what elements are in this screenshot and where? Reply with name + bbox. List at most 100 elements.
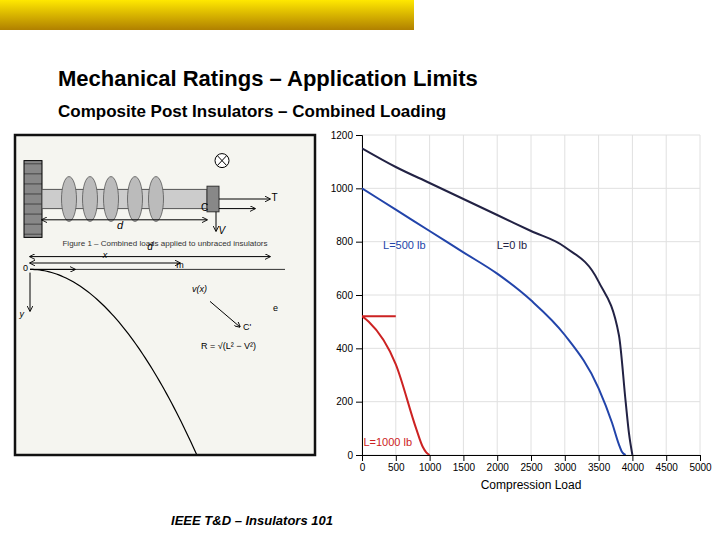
insulator-shed (104, 177, 119, 222)
insulator-shed (128, 177, 143, 222)
x-tick-mark (599, 455, 600, 461)
y-tick-label: 800 (336, 236, 353, 247)
wall-hatch (24, 183, 42, 184)
x-tick: 0 (360, 455, 366, 473)
schematic-arrow (216, 212, 217, 231)
torque-cross (218, 156, 227, 166)
y-tick-mark (356, 348, 362, 349)
insulator-shed (83, 177, 98, 222)
x-tick: 500 (388, 455, 405, 473)
schematic-background (15, 135, 315, 455)
x-tick-label: 2500 (520, 462, 543, 473)
end-cap (207, 186, 219, 212)
x-tick: 2500 (520, 455, 543, 473)
header-bar (0, 0, 414, 30)
title: Mechanical Ratings – Application Limits (58, 66, 478, 91)
x-tick: 1000 (419, 455, 442, 473)
series-label: L=1000 lb (363, 436, 412, 448)
grid-line (362, 401, 700, 402)
annotation: T (272, 192, 278, 203)
y-tick-mark (356, 188, 362, 189)
x-tick: 4500 (656, 455, 679, 473)
y-axis: 020040060080010001200 (331, 130, 363, 461)
subtitle: Composite Post Insulators – Combined Loa… (58, 102, 446, 121)
reference-line (30, 269, 285, 270)
x-tick-mark (666, 455, 667, 461)
y-tick-mark (356, 242, 362, 243)
y-tick: 1200 (331, 130, 362, 141)
torque-symbol (215, 154, 229, 168)
x-tick-label: 1500 (453, 462, 476, 473)
torque-cross (218, 156, 227, 166)
series-line (362, 148, 632, 455)
series-label: L=0 lb (497, 239, 527, 251)
x-tick-mark (531, 455, 532, 461)
schematic-border (15, 135, 315, 455)
annotation: C (201, 202, 208, 213)
x-tick-label: 0 (360, 462, 366, 473)
y-tick-mark (356, 135, 362, 136)
x-tick-mark (430, 455, 431, 461)
wall-hatch (24, 173, 42, 174)
annotation: 0 (23, 263, 28, 273)
x-tick: 2000 (487, 455, 510, 473)
y-tick: 200 (336, 396, 362, 407)
schematic-arrow (30, 263, 180, 264)
annotation: d (147, 241, 153, 252)
y-tick: 0 (347, 450, 362, 461)
x-axis-line (363, 456, 701, 462)
schematic-labels: TCVdFigure 1 – Combined loads applied to… (19, 192, 279, 351)
y-tick-mark (356, 402, 362, 403)
schematic-arrow (42, 219, 207, 220)
x-tick-mark (565, 455, 566, 461)
annotation: d (117, 219, 124, 231)
plot-area (362, 148, 632, 455)
deflected-beam (30, 269, 270, 455)
x-tick: 1500 (453, 455, 476, 473)
x-tick-label: 1000 (419, 462, 442, 473)
wall-hatch (24, 234, 42, 235)
series-line (362, 188, 626, 455)
schematic (24, 154, 285, 455)
y-tick-mark (356, 455, 362, 456)
schematic-arrow (30, 269, 75, 270)
x-axis-title: Compression Load (481, 478, 582, 492)
schematic-arrow (30, 273, 31, 311)
x-tick-mark (396, 455, 397, 461)
y-tick: 400 (336, 343, 362, 354)
x-tick-mark (700, 455, 701, 461)
schematic-arrow (30, 256, 270, 257)
x-tick-mark (497, 455, 498, 461)
wall-hatch (24, 163, 42, 164)
grid (362, 135, 700, 455)
x-axis: 0500100015002000250030003500400045005000 (360, 455, 712, 473)
y-tick-mark (356, 295, 362, 296)
annotation: m (176, 260, 184, 270)
wall-hatch (24, 204, 42, 205)
series-labels: L=0 lbL=500 lbL=1000 lb (363, 239, 527, 448)
series-line (362, 316, 430, 455)
x-tick-label: 3000 (554, 462, 577, 473)
footer: IEEE T&D – Insulators 101 (171, 513, 333, 528)
y-axis-line (356, 136, 363, 456)
annotation: x (102, 250, 108, 260)
annotation: V (218, 225, 226, 236)
y-tick-label: 1200 (331, 130, 354, 141)
x-tick-mark (463, 455, 464, 461)
x-tick-mark (632, 455, 633, 461)
grid-line (362, 188, 700, 189)
y-tick-label: 400 (336, 343, 353, 354)
mounting-wall (24, 161, 42, 238)
page: Mechanical Ratings – Application Limits C… (0, 0, 720, 540)
annotation: v(x) (192, 284, 207, 294)
y-tick-label: 200 (336, 396, 353, 407)
x-tick: 3000 (554, 455, 577, 473)
schematic-arrow (219, 208, 255, 209)
insulator-shed (62, 177, 77, 222)
x-tick: 5000 (689, 455, 712, 473)
wall-hatch (24, 214, 42, 215)
grid-line (362, 348, 700, 349)
x-tick: 4000 (622, 455, 645, 473)
x-tick-label: 2000 (487, 462, 510, 473)
annotation: e (273, 303, 278, 313)
